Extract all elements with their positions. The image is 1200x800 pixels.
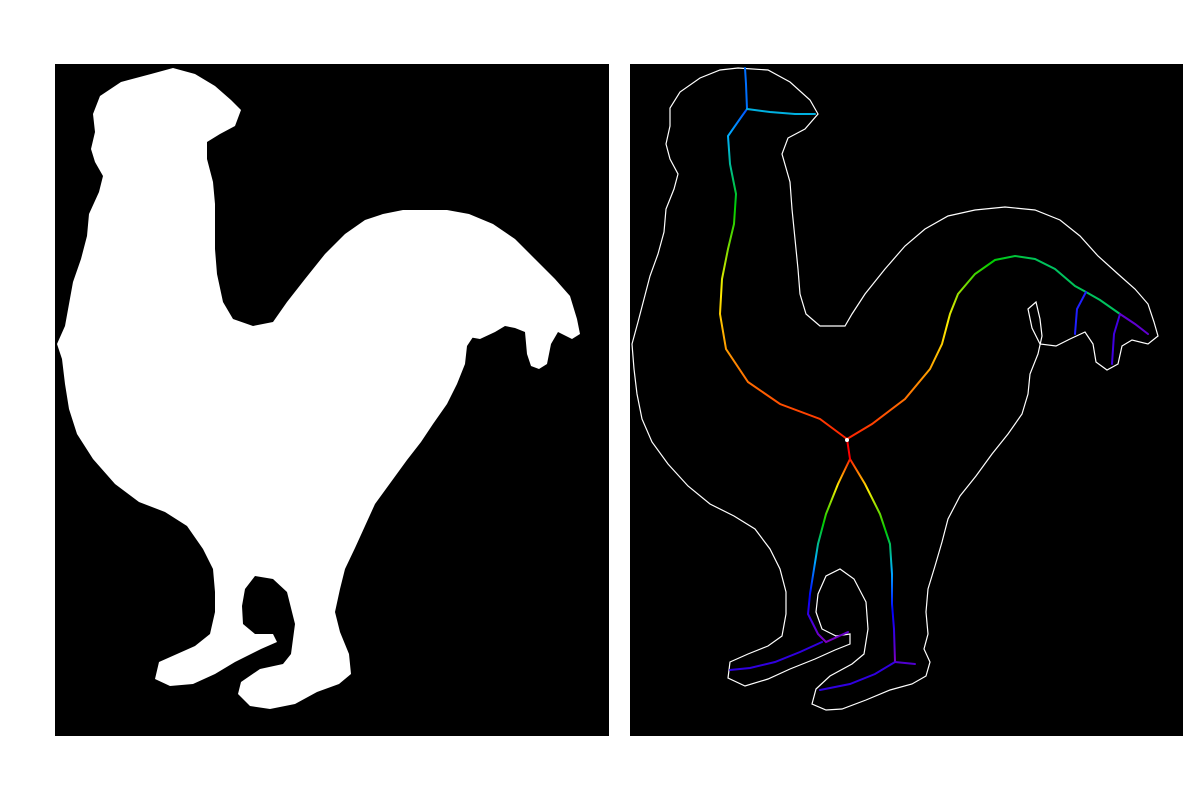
skeleton-left-leg-branch — [806, 458, 851, 644]
skeleton-tail-tip-b — [1111, 313, 1121, 365]
skeleton-right-foot — [819, 661, 896, 691]
medial-skeleton — [718, 67, 1149, 691]
skeleton-head-branch-beak — [746, 108, 816, 115]
silhouette-panel — [55, 64, 609, 736]
rooster-contour — [631, 67, 1159, 711]
skeleton-canvas — [630, 64, 1183, 736]
skeleton-left-foot — [729, 641, 823, 671]
skeleton-junction — [846, 438, 851, 460]
skeleton-background — [630, 64, 1183, 736]
skeleton-right-toe — [894, 661, 916, 665]
skeleton-tail-tip-a — [1074, 291, 1087, 335]
skeleton-tail-tip-c — [1119, 313, 1149, 335]
skeleton-right-leg-branch — [849, 458, 896, 663]
skeleton-root-point — [845, 438, 849, 442]
silhouette-canvas — [55, 64, 609, 736]
rooster-silhouette — [57, 68, 580, 709]
skeleton-panel — [630, 64, 1183, 736]
skeleton-neck-branch — [718, 108, 848, 440]
skeleton-head-branch-top — [744, 67, 748, 110]
skeleton-tail-branch — [846, 254, 1121, 440]
